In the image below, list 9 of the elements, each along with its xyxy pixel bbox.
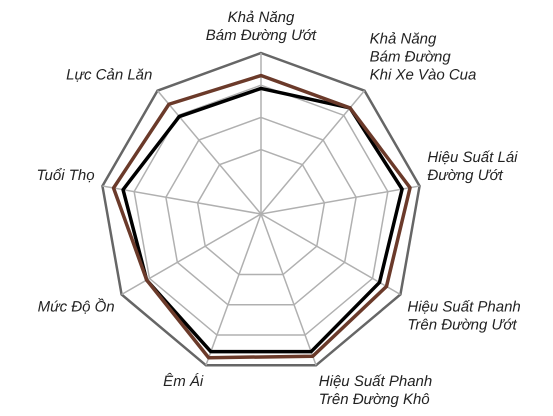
spoke-label: Êm Ái: [163, 372, 204, 390]
spoke-label: Lực Cản Lăn: [66, 66, 152, 84]
spoke-label: Hiệu Suất Lái Đường Ướt: [427, 148, 518, 184]
spoke-label: Mức Độ Ồn: [38, 298, 115, 316]
spoke-label: Hiệu Suất Phanh Trên Đường Ướt: [407, 298, 521, 334]
spoke-label: Hiệu Suất Phanh Trên Đường Khô: [318, 372, 432, 408]
spoke-label: Khả Năng Bám Đường Ướt: [206, 9, 318, 44]
spoke-label: Tuổi Thọ: [36, 166, 95, 184]
spoke-label: Khả Năng Bám Đường Khi Xe Vào Cua: [370, 30, 476, 84]
